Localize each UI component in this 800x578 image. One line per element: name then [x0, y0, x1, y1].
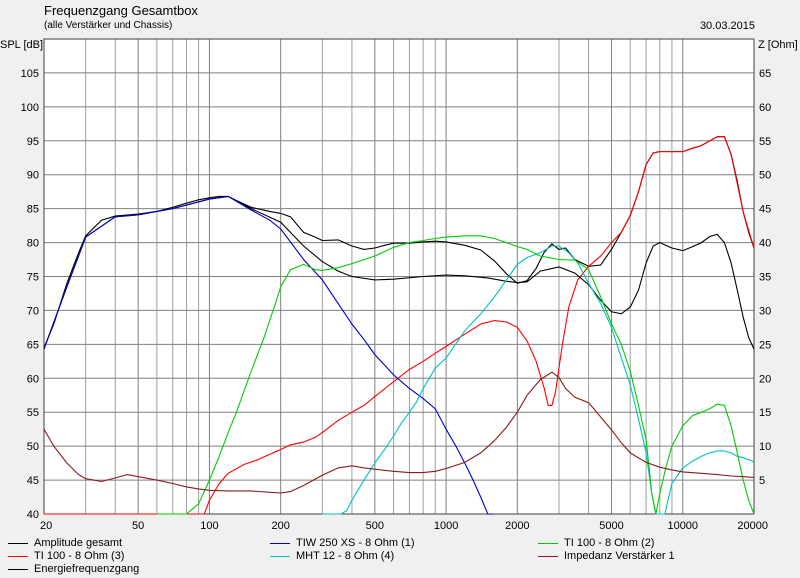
y-tick-label: 105 [21, 68, 39, 80]
series-line [43, 195, 495, 515]
legend-label: TIW 250 XS - 8 Ohm (1) [296, 537, 415, 549]
series-line [43, 371, 755, 494]
legend-swatch [8, 542, 28, 544]
legend-label: Energiefrequenzgang [34, 563, 140, 575]
legend-item: TI 100 - 8 Ohm (2) [538, 537, 654, 549]
x-tick-label: 2000 [505, 520, 529, 532]
y2-tick-label: 65 [759, 68, 771, 80]
x-tick-label: 200 [271, 520, 289, 532]
series-line [43, 195, 755, 350]
y2-tick-label: 30 [759, 305, 771, 317]
legend-item: Amplitude gesamt [8, 537, 122, 549]
y-tick-label: 90 [27, 170, 39, 182]
legend-item: MHT 12 - 8 Ohm (4) [270, 550, 394, 562]
y2-tick-label: 10 [759, 441, 771, 453]
legend-label: Impedanz Verstärker 1 [564, 550, 675, 562]
y-axis-label: SPL [dB] [0, 39, 43, 51]
y-tick-label: 70 [27, 305, 39, 317]
x-tick-label: 500 [366, 520, 384, 532]
legend-item: Energiefrequenzgang [8, 563, 139, 575]
legend-label: MHT 12 - 8 Ohm (4) [296, 550, 395, 562]
y2-tick-label: 25 [759, 339, 771, 351]
y2-tick-label: 35 [759, 272, 771, 284]
x-tick-label: 10000 [667, 520, 698, 532]
legend-label: TI 100 - 8 Ohm (2) [564, 537, 655, 549]
x-tick-label: 1000 [434, 520, 458, 532]
y2-tick-label: 50 [759, 170, 771, 182]
legend-swatch [8, 568, 28, 570]
y-tick-label: 40 [27, 509, 39, 521]
y-tick-label: 60 [27, 373, 39, 385]
x-tick-label: 20 [40, 520, 52, 532]
y-tick-label: 65 [27, 339, 39, 351]
y2-axis-label: Z [Ohm] [758, 39, 798, 51]
chart-title: Frequenzgang Gesamtbox [44, 3, 198, 18]
legend-swatch [270, 555, 290, 557]
legend-item: Impedanz Verstärker 1 [538, 550, 675, 562]
y2-tick-label: 55 [759, 136, 771, 148]
y-tick-label: 75 [27, 272, 39, 284]
legend-label: Amplitude gesamt [34, 537, 123, 549]
y-tick-label: 85 [27, 204, 39, 216]
y2-tick-label: 5 [759, 475, 765, 487]
x-tick-label: 20000 [737, 520, 768, 532]
x-tick-label: 100 [200, 520, 218, 532]
y2-tick-label: 15 [759, 407, 771, 419]
series-line [322, 245, 755, 515]
legend-swatch [538, 555, 558, 557]
legend-swatch [8, 555, 28, 557]
series-line [156, 235, 755, 515]
legend-label: TI 100 - 8 Ohm (3) [34, 550, 125, 562]
legend-swatch [270, 542, 290, 544]
x-tick-label: 50 [132, 520, 144, 532]
series-line [44, 136, 755, 515]
legend-item: TI 100 - 8 Ohm (3) [8, 550, 124, 562]
legend-swatch [538, 542, 558, 544]
y2-tick-label: 60 [759, 102, 771, 114]
y2-tick-label: 45 [759, 204, 771, 216]
y-tick-label: 55 [27, 407, 39, 419]
chart-subtitle: (alle Verstärker und Chassis) [44, 20, 173, 31]
y-tick-label: 50 [27, 441, 39, 453]
y2-tick-label: 40 [759, 238, 771, 250]
y-tick-label: 95 [27, 136, 39, 148]
chart-date: 30.03.2015 [699, 20, 755, 32]
plot-frame [43, 38, 755, 515]
y-tick-label: 100 [21, 102, 39, 114]
x-tick-label: 5000 [599, 520, 623, 532]
y2-tick-label: 20 [759, 373, 771, 385]
y-tick-label: 80 [27, 238, 39, 250]
legend-item: TIW 250 XS - 8 Ohm (1) [270, 537, 415, 549]
y-tick-label: 45 [27, 475, 39, 487]
